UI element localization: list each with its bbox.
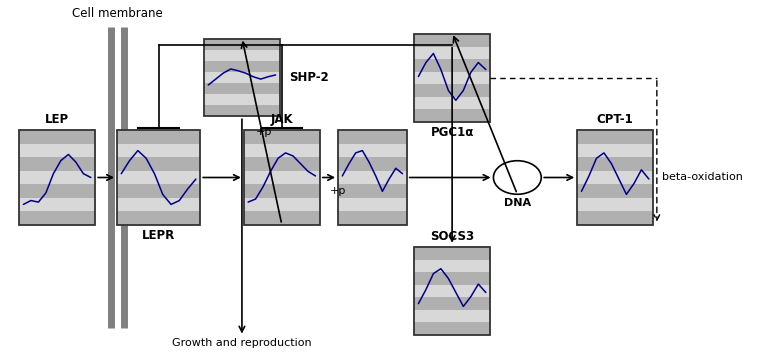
Text: beta-oxidation: beta-oxidation (662, 173, 743, 182)
Bar (19, 157, 96, 171)
Bar (19, 144, 96, 157)
Bar (204, 94, 280, 105)
Bar (244, 130, 320, 225)
Bar (414, 260, 490, 272)
Text: LEP: LEP (45, 113, 69, 126)
Bar (19, 130, 96, 225)
Bar (117, 130, 200, 225)
Bar (414, 34, 490, 47)
Text: PGC1α: PGC1α (431, 126, 474, 139)
Bar (577, 157, 653, 171)
Text: SOCS3: SOCS3 (430, 230, 475, 243)
Text: SHP-2: SHP-2 (289, 71, 328, 84)
Bar (414, 247, 490, 260)
Bar (414, 285, 490, 297)
Text: +p: +p (330, 186, 346, 196)
Bar (577, 184, 653, 198)
Bar (577, 211, 653, 225)
Bar (338, 198, 407, 211)
Text: JAK: JAK (271, 113, 293, 126)
Bar (414, 310, 490, 322)
Bar (338, 130, 407, 144)
Bar (414, 247, 490, 335)
Bar (338, 130, 407, 225)
Text: LEPR: LEPR (142, 229, 175, 242)
Bar (204, 72, 280, 83)
Bar (414, 272, 490, 285)
Bar (204, 39, 280, 116)
Bar (244, 130, 320, 225)
Bar (338, 211, 407, 225)
Bar (414, 84, 490, 97)
Bar (414, 72, 490, 84)
Bar (204, 105, 280, 116)
Bar (244, 130, 320, 144)
Bar (117, 211, 200, 225)
Bar (414, 59, 490, 72)
Bar (204, 39, 280, 50)
Bar (577, 130, 653, 225)
Bar (204, 83, 280, 94)
Bar (117, 157, 200, 171)
Bar (338, 130, 407, 225)
Bar (414, 34, 490, 122)
Text: Cell membrane: Cell membrane (72, 7, 163, 20)
Bar (19, 130, 96, 144)
Bar (414, 47, 490, 59)
Bar (117, 130, 200, 144)
Bar (117, 171, 200, 184)
Bar (338, 157, 407, 171)
Bar (414, 247, 490, 335)
Bar (204, 50, 280, 61)
Text: DNA: DNA (504, 198, 531, 208)
Bar (117, 130, 200, 225)
Text: Growth and reproduction: Growth and reproduction (172, 338, 312, 349)
Bar (414, 109, 490, 122)
Bar (117, 144, 200, 157)
Text: +p: +p (255, 127, 272, 137)
Bar (19, 171, 96, 184)
Bar (414, 322, 490, 335)
Bar (577, 130, 653, 225)
Bar (338, 184, 407, 198)
Bar (338, 171, 407, 184)
Bar (19, 130, 96, 225)
Bar (577, 130, 653, 144)
Bar (19, 198, 96, 211)
Bar (204, 61, 280, 72)
Bar (577, 144, 653, 157)
Bar (117, 184, 200, 198)
Bar (577, 171, 653, 184)
Bar (244, 171, 320, 184)
Bar (204, 39, 280, 116)
Bar (414, 297, 490, 310)
Bar (244, 198, 320, 211)
Text: CPT-1: CPT-1 (597, 113, 634, 126)
Bar (414, 34, 490, 122)
Bar (117, 198, 200, 211)
Bar (338, 144, 407, 157)
Bar (19, 211, 96, 225)
Bar (244, 211, 320, 225)
Bar (244, 184, 320, 198)
Bar (244, 144, 320, 157)
Ellipse shape (493, 161, 541, 194)
Bar (19, 184, 96, 198)
Bar (244, 157, 320, 171)
Bar (414, 97, 490, 109)
Bar (577, 198, 653, 211)
